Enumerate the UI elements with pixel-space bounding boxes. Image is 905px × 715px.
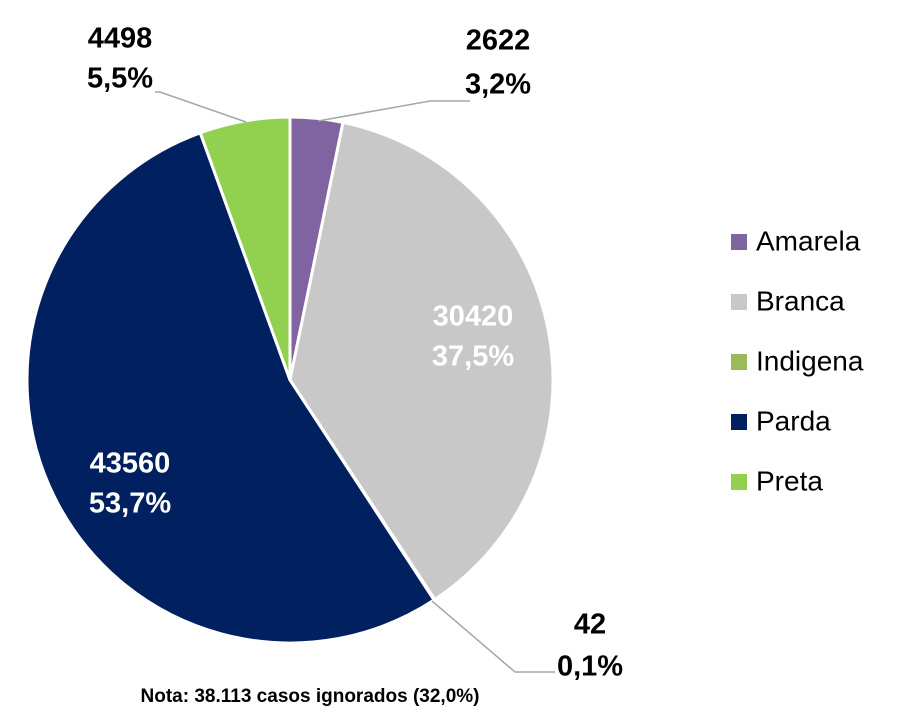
percent-label: 37,5% <box>432 341 514 373</box>
legend-label: Parda <box>756 405 831 436</box>
leader-line <box>155 91 247 123</box>
percent-label: 53,7% <box>89 488 171 520</box>
legend-swatch <box>731 294 747 310</box>
legend-swatch <box>731 354 747 370</box>
legend-label: Amarela <box>756 225 861 256</box>
legend-swatch <box>731 414 747 430</box>
legend-label: Indigena <box>756 345 864 376</box>
value-label: 4498 <box>88 23 153 55</box>
note: Nota: 38.113 casos ignorados (32,0%) <box>141 686 480 707</box>
value-label: 43560 <box>90 448 171 480</box>
legend-swatch <box>731 474 747 490</box>
legend-swatch <box>731 234 747 250</box>
value-label: 2622 <box>466 25 531 57</box>
percent-label: 5,5% <box>87 63 153 95</box>
pie-slice <box>288 120 555 602</box>
legend-label: Branca <box>756 285 845 316</box>
pie-slice <box>25 130 437 645</box>
percent-label: 0,1% <box>557 651 623 683</box>
percent-label: 3,2% <box>465 69 531 101</box>
leader-line <box>317 100 470 122</box>
legend-label: Preta <box>756 465 823 496</box>
value-label: 42 <box>574 609 606 641</box>
value-label: 30420 <box>433 301 514 333</box>
leader-line <box>431 600 555 673</box>
